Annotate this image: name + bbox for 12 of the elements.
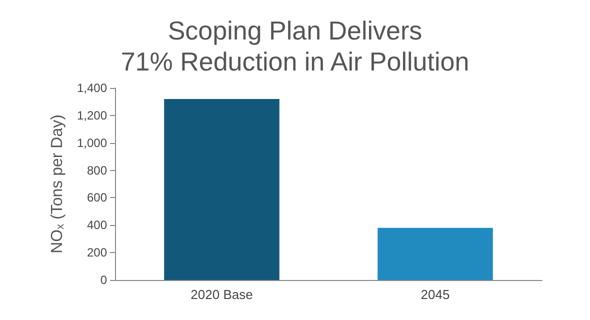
x-tick-label: 2020 Base — [190, 287, 253, 302]
chart-title: Scoping Plan Delivers 71% Reduction in Air Pollution — [120, 16, 470, 76]
y-tick-label: 600 — [86, 190, 108, 205]
y-tick-label: 200 — [86, 246, 108, 260]
y-axis-title: NOx (Tons per Day) — [49, 114, 67, 254]
y-tick-label: 1,400 — [76, 81, 108, 95]
y-tick-label: 1,000 — [76, 136, 108, 150]
x-tick-label: 2045 — [420, 287, 450, 302]
y-tick-label: 400 — [86, 218, 108, 232]
y-tick-label: 1,200 — [76, 108, 108, 122]
y-tick-label: 800 — [86, 163, 108, 178]
y-tick-label: 0 — [100, 273, 108, 287]
